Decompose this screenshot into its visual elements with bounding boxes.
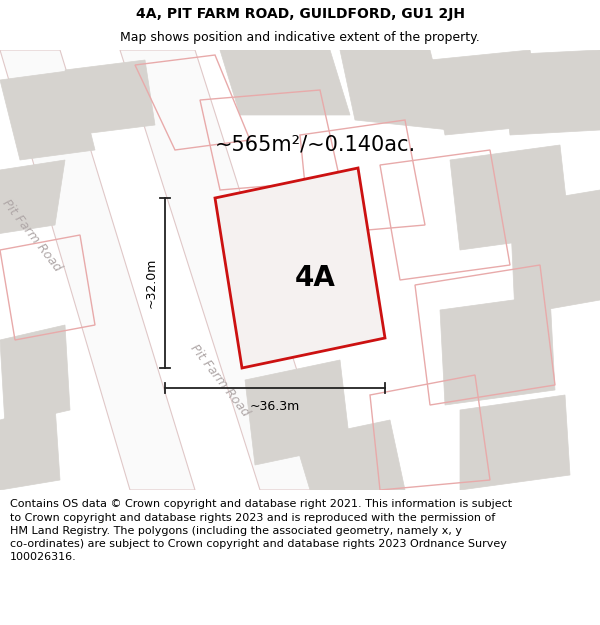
- Text: Map shows position and indicative extent of the property.: Map shows position and indicative extent…: [120, 31, 480, 44]
- Polygon shape: [0, 405, 60, 490]
- Text: ~32.0m: ~32.0m: [145, 258, 157, 308]
- Text: ~36.3m: ~36.3m: [250, 399, 300, 412]
- Text: ~565m²/~0.140ac.: ~565m²/~0.140ac.: [215, 135, 416, 155]
- Polygon shape: [440, 295, 555, 405]
- Polygon shape: [65, 60, 155, 135]
- Polygon shape: [0, 70, 95, 160]
- Text: Pit Farm Road: Pit Farm Road: [0, 196, 64, 274]
- Text: Contains OS data © Crown copyright and database right 2021. This information is : Contains OS data © Crown copyright and d…: [10, 499, 512, 562]
- Polygon shape: [450, 145, 570, 250]
- Polygon shape: [220, 50, 350, 115]
- Polygon shape: [500, 50, 600, 135]
- Text: 4A: 4A: [295, 264, 335, 292]
- Polygon shape: [215, 168, 385, 368]
- Polygon shape: [510, 190, 600, 315]
- Polygon shape: [340, 50, 450, 130]
- Polygon shape: [430, 50, 545, 135]
- Polygon shape: [0, 325, 70, 425]
- Polygon shape: [245, 360, 350, 465]
- Text: 4A, PIT FARM ROAD, GUILDFORD, GU1 2JH: 4A, PIT FARM ROAD, GUILDFORD, GU1 2JH: [136, 7, 464, 21]
- Polygon shape: [120, 50, 335, 490]
- Polygon shape: [460, 395, 570, 490]
- Polygon shape: [0, 160, 65, 235]
- Text: Pit Farm Road: Pit Farm Road: [188, 341, 252, 419]
- Polygon shape: [295, 420, 405, 490]
- Polygon shape: [0, 50, 195, 490]
